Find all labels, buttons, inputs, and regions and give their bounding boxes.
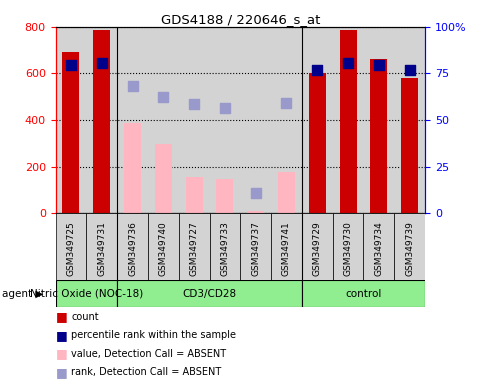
Bar bbox=[309, 73, 326, 213]
Point bbox=[283, 100, 290, 106]
Bar bbox=[370, 60, 387, 213]
Point bbox=[221, 105, 229, 111]
Bar bbox=[179, 213, 210, 280]
Point bbox=[375, 62, 383, 68]
Text: ■: ■ bbox=[56, 347, 67, 360]
Text: GSM349727: GSM349727 bbox=[190, 221, 199, 276]
Text: CD3/CD28: CD3/CD28 bbox=[183, 289, 237, 299]
Bar bbox=[210, 213, 240, 280]
Bar bbox=[271, 213, 302, 280]
Bar bbox=[240, 213, 271, 280]
Text: GSM349741: GSM349741 bbox=[282, 221, 291, 276]
Bar bbox=[117, 213, 148, 280]
Bar bbox=[333, 213, 364, 280]
Bar bbox=[93, 30, 110, 213]
Point bbox=[344, 60, 352, 66]
Point bbox=[190, 101, 198, 107]
Bar bbox=[247, 211, 264, 213]
Text: ■: ■ bbox=[56, 329, 67, 342]
Text: GSM349731: GSM349731 bbox=[97, 221, 106, 276]
Bar bbox=[56, 213, 86, 280]
Text: ■: ■ bbox=[56, 366, 67, 379]
Bar bbox=[340, 30, 356, 213]
Bar bbox=[56, 280, 117, 307]
Bar bbox=[62, 53, 79, 213]
Text: GSM349740: GSM349740 bbox=[159, 221, 168, 276]
Text: ■: ■ bbox=[56, 310, 67, 323]
Bar bbox=[302, 280, 425, 307]
Bar bbox=[216, 179, 233, 213]
Bar bbox=[148, 213, 179, 280]
Bar bbox=[364, 213, 394, 280]
Bar bbox=[117, 280, 302, 307]
Text: GSM349730: GSM349730 bbox=[343, 221, 353, 276]
Text: GSM349733: GSM349733 bbox=[220, 221, 229, 276]
Point bbox=[67, 62, 75, 68]
Text: GSM349737: GSM349737 bbox=[251, 221, 260, 276]
Text: agent ▶: agent ▶ bbox=[2, 289, 44, 299]
Point bbox=[128, 83, 136, 89]
Bar bbox=[278, 172, 295, 213]
Point bbox=[98, 60, 106, 66]
Text: control: control bbox=[345, 289, 382, 299]
Bar bbox=[401, 78, 418, 213]
Bar bbox=[185, 177, 202, 213]
Point bbox=[406, 67, 413, 73]
Bar bbox=[155, 144, 172, 213]
Text: count: count bbox=[71, 312, 99, 322]
Text: GSM349734: GSM349734 bbox=[374, 221, 384, 276]
Text: percentile rank within the sample: percentile rank within the sample bbox=[71, 330, 236, 340]
Point bbox=[313, 67, 321, 73]
Text: GSM349736: GSM349736 bbox=[128, 221, 137, 276]
Text: Nitric Oxide (NOC-18): Nitric Oxide (NOC-18) bbox=[30, 289, 143, 299]
Bar bbox=[86, 213, 117, 280]
Title: GDS4188 / 220646_s_at: GDS4188 / 220646_s_at bbox=[161, 13, 320, 26]
Text: value, Detection Call = ABSENT: value, Detection Call = ABSENT bbox=[71, 349, 226, 359]
Point bbox=[252, 190, 259, 196]
Bar bbox=[124, 124, 141, 213]
Text: rank, Detection Call = ABSENT: rank, Detection Call = ABSENT bbox=[71, 367, 221, 377]
Text: GSM349725: GSM349725 bbox=[67, 221, 75, 276]
Bar bbox=[302, 213, 333, 280]
Text: GSM349729: GSM349729 bbox=[313, 221, 322, 276]
Point bbox=[159, 94, 167, 100]
Bar bbox=[394, 213, 425, 280]
Text: GSM349739: GSM349739 bbox=[405, 221, 414, 276]
